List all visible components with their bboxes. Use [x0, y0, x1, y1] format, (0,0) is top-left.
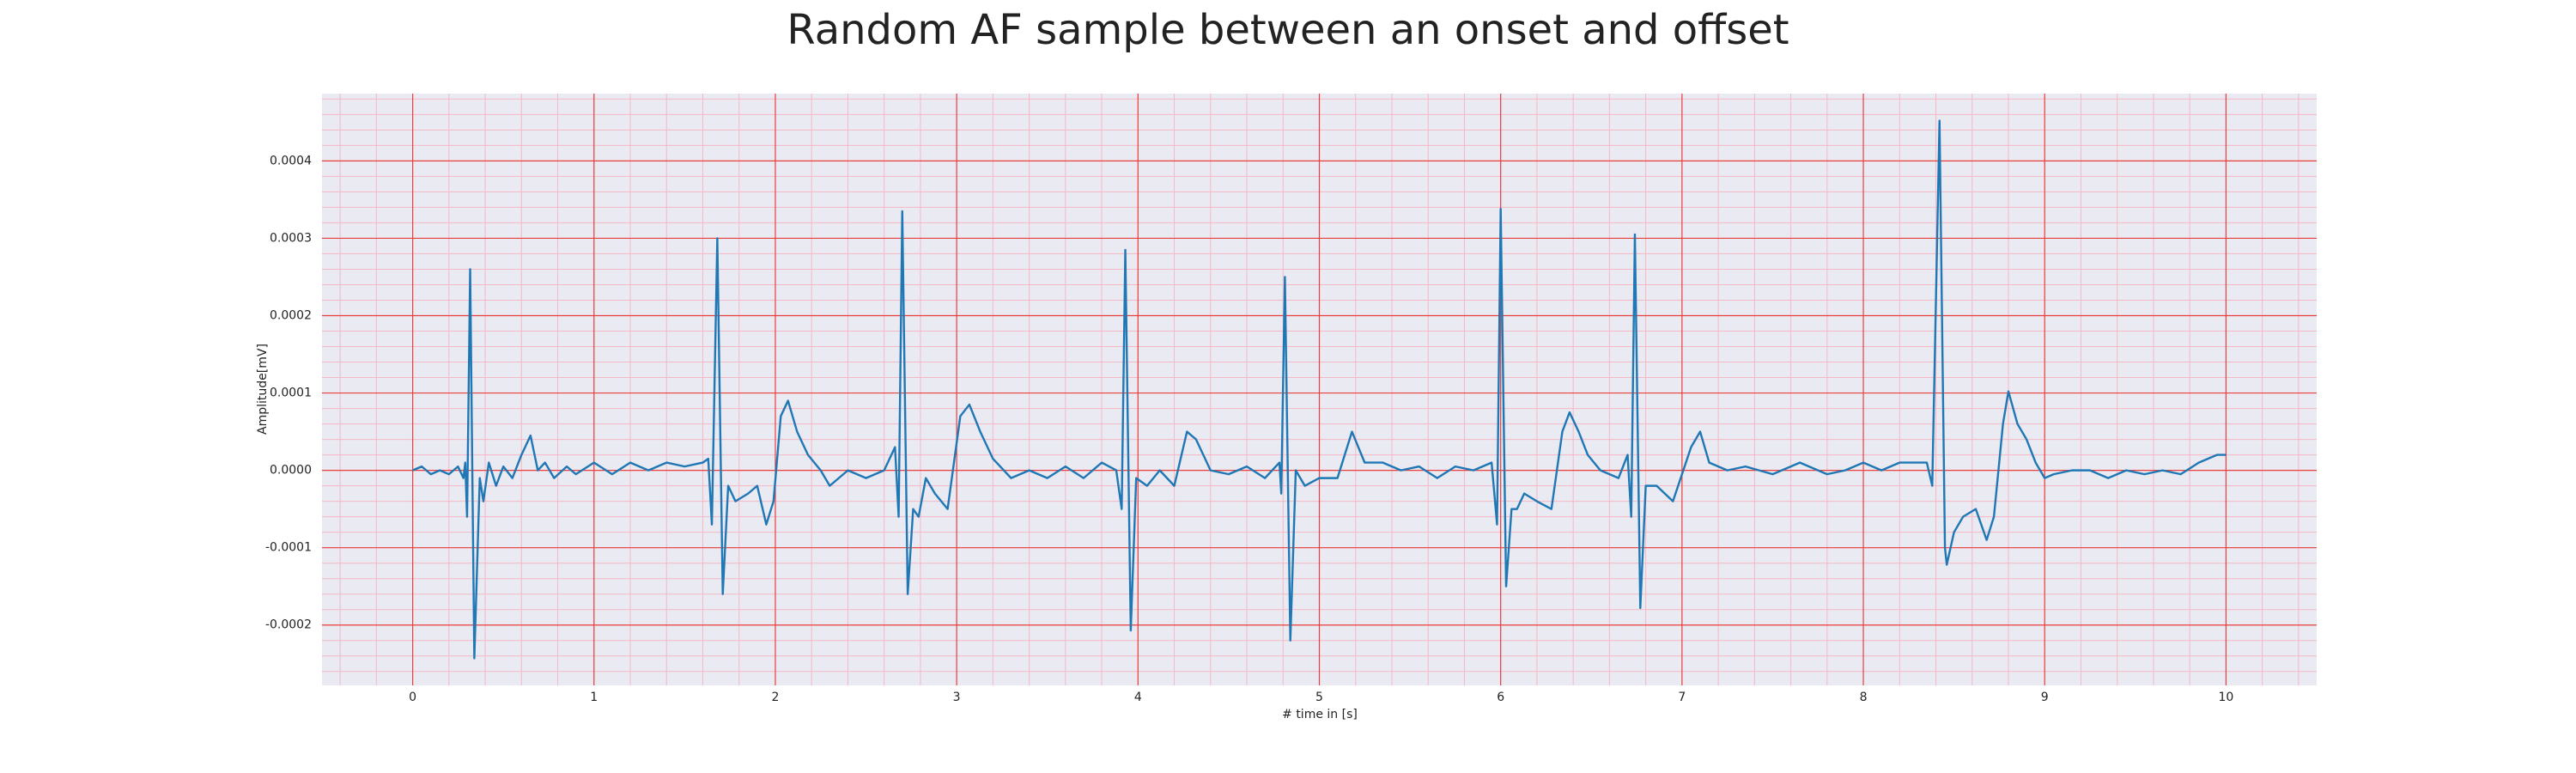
grid	[322, 94, 2317, 685]
x-tick-label: 4	[1134, 691, 1142, 704]
x-tick-label: 9	[2041, 691, 2049, 704]
x-tick-label: 1	[590, 691, 598, 704]
y-tick-label: 0.0003	[270, 231, 312, 245]
marks	[412, 119, 2227, 660]
chart-title: Random AF sample between an onset and of…	[787, 6, 1789, 54]
x-tick-label: 6	[1497, 691, 1504, 704]
y-tick-label: -0.0001	[265, 541, 312, 555]
x-tick-label: 0	[409, 691, 416, 704]
y-tick-label: 0.0002	[270, 308, 312, 322]
y-tick-label: 0.0001	[270, 386, 312, 400]
x-tick-label: 2	[771, 691, 779, 704]
x-tick-label: 8	[1860, 691, 1868, 704]
y-tick-label: 0.0000	[270, 464, 312, 478]
x-tick-label: 10	[2218, 691, 2233, 704]
x-tick-label: 3	[953, 691, 961, 704]
y-tick-label: 0.0004	[270, 154, 312, 167]
y-tick-label: -0.0002	[265, 618, 312, 632]
x-tick-label: 7	[1678, 691, 1686, 704]
x-axis-label: # time in [s]	[1282, 708, 1358, 721]
x-tick-label: 5	[1315, 691, 1323, 704]
signal-line	[412, 119, 2227, 660]
y-axis-label: Amplitude[mV]	[256, 344, 270, 435]
